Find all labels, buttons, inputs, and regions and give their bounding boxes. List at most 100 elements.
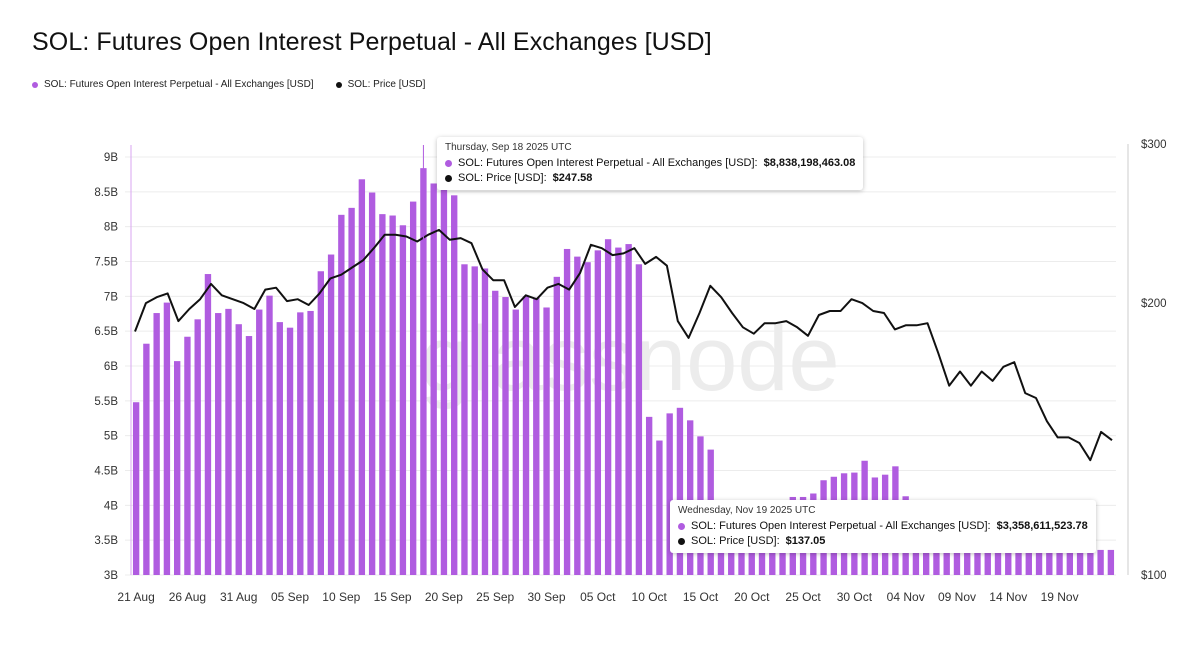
x-tick-label: 09 Nov bbox=[938, 590, 976, 604]
price-line-group bbox=[134, 228, 1113, 462]
tooltip-value-price: $137.05 bbox=[785, 535, 826, 547]
tooltip-date: Wednesday, Nov 19 2025 UTC bbox=[678, 505, 816, 516]
x-tick-label: 26 Aug bbox=[169, 590, 206, 604]
legend-item-price[interactable]: SOL: Price [USD] bbox=[335, 79, 426, 90]
oi-bar bbox=[492, 290, 499, 575]
oi-bar bbox=[245, 336, 253, 575]
tooltip-row-price: SOL: Price [USD]: $247.58 bbox=[445, 172, 855, 184]
tooltip-nov-19: Wednesday, Nov 19 2025 UTC SOL: Futures … bbox=[670, 500, 1096, 553]
oi-bar bbox=[1015, 533, 1022, 575]
tooltip-swatch-price bbox=[678, 537, 685, 545]
y-left-tick-label: 3.5B bbox=[94, 535, 118, 547]
oi-bar bbox=[317, 271, 324, 575]
chart-legend: SOL: Futures Open Interest Perpetual - A… bbox=[32, 79, 425, 90]
oi-bar bbox=[132, 402, 140, 575]
oi-bar bbox=[656, 440, 663, 575]
tooltip-date: Thursday, Sep 18 2025 UTC bbox=[445, 142, 572, 153]
legend-item-open-interest[interactable]: SOL: Futures Open Interest Perpetual - A… bbox=[32, 79, 314, 90]
tooltip-value-open-interest: $3,358,611,523.78 bbox=[996, 520, 1088, 532]
y-left-tick-label: 7B bbox=[104, 291, 118, 303]
oi-bar bbox=[604, 239, 612, 575]
tooltip-row-price: $137.05 SOL: Price [USD]: $137.05 bbox=[678, 535, 1088, 547]
y-left-tick-label: 4B bbox=[104, 500, 118, 512]
oi-bar bbox=[1087, 549, 1094, 575]
price-line bbox=[134, 228, 1113, 462]
x-tick-label: 14 Nov bbox=[989, 590, 1027, 604]
oi-bar bbox=[461, 264, 468, 575]
tooltip-swatch-open-interest bbox=[678, 522, 685, 530]
y-left-tick-label: 3B bbox=[104, 570, 118, 582]
y-axis-right: $100 $200 $300 bbox=[1127, 139, 1167, 582]
oi-bar bbox=[266, 295, 273, 575]
oi-bar bbox=[143, 343, 150, 575]
y-right-tick-label: $300 bbox=[1141, 139, 1167, 151]
oi-bar bbox=[451, 195, 458, 575]
oi-bar bbox=[584, 262, 591, 575]
tooltip-swatch-open-interest bbox=[445, 159, 452, 167]
y-left-tick-label: 7.5B bbox=[94, 257, 118, 269]
oi-bar bbox=[286, 327, 294, 575]
x-tick-label: 30 Sep bbox=[527, 590, 565, 604]
x-tick-label: 05 Oct bbox=[580, 590, 616, 604]
oi-bar bbox=[307, 310, 314, 575]
oi-bar bbox=[327, 254, 335, 575]
oi-bar bbox=[173, 361, 181, 575]
y-left-tick-label: 9B bbox=[104, 152, 118, 164]
tooltip-label-price-text: SOL: Price [USD]: bbox=[691, 535, 780, 547]
oi-bar bbox=[615, 247, 622, 575]
x-tick-label: 30 Oct bbox=[837, 590, 873, 604]
oi-bar bbox=[1076, 549, 1084, 575]
oi-bar bbox=[481, 268, 489, 575]
tooltip-label-open-interest: SOL: Futures Open Interest Perpetual - A… bbox=[458, 157, 758, 169]
oi-bar bbox=[553, 276, 560, 575]
x-tick-label: 21 Aug bbox=[117, 590, 154, 604]
tooltip-value-open-interest: $8,838,198,463.08 bbox=[763, 157, 856, 169]
x-tick-label: 10 Oct bbox=[632, 590, 668, 604]
crosshairs bbox=[130, 145, 424, 575]
oi-bar bbox=[574, 256, 581, 575]
oi-bar bbox=[225, 308, 232, 575]
oi-bar bbox=[153, 313, 160, 575]
x-tick-label: 31 Aug bbox=[220, 590, 257, 604]
legend-label-price: SOL: Price [USD] bbox=[347, 79, 426, 90]
y-left-tick-label: 8B bbox=[104, 222, 118, 234]
oi-bar bbox=[645, 416, 653, 575]
oi-bar bbox=[204, 274, 212, 575]
x-tick-label: 20 Sep bbox=[425, 590, 463, 604]
oi-bar bbox=[348, 207, 355, 576]
oi-bar bbox=[1005, 535, 1012, 575]
oi-bar bbox=[358, 179, 366, 576]
oi-bar bbox=[502, 297, 509, 575]
tooltip-label-price: SOL: Price [USD]: bbox=[458, 172, 547, 184]
oi-bar bbox=[235, 324, 242, 575]
oi-bar bbox=[409, 201, 417, 575]
legend-label-open-interest: SOL: Futures Open Interest Perpetual - A… bbox=[44, 79, 314, 90]
y-axis-left: 3B 3.5B 4B 4.5B 5B 5.5B 6B 6.5B 7B 7.5B 8B 8.5B 9B bbox=[94, 152, 118, 582]
legend-swatch-price bbox=[335, 81, 342, 88]
x-axis: 21 Aug 26 Aug 31 Aug 05 Sep 10 Sep 15 Sep 20 S… bbox=[117, 590, 1078, 604]
oi-bar bbox=[563, 248, 571, 575]
x-tick-label: 25 Sep bbox=[476, 590, 514, 604]
oi-bar bbox=[399, 225, 407, 575]
oi-bar bbox=[625, 244, 632, 575]
legend-swatch-open-interest bbox=[32, 81, 38, 88]
y-left-tick-label: 6B bbox=[104, 361, 118, 373]
oi-bar bbox=[440, 188, 448, 575]
oi-bar bbox=[984, 534, 991, 575]
tooltip-swatch-price bbox=[445, 174, 452, 182]
oi-bar bbox=[368, 192, 376, 575]
oi-bar bbox=[1097, 549, 1104, 575]
y-right-tick-label: $100 bbox=[1141, 570, 1167, 582]
oi-bar bbox=[676, 407, 684, 575]
tooltip-row-open-interest: SOL: Futures Open Interest Perpetual - A… bbox=[445, 157, 855, 169]
oi-bar bbox=[1025, 541, 1032, 575]
oi-bar bbox=[666, 413, 673, 575]
oi-bar bbox=[297, 312, 304, 575]
x-tick-label: 25 Oct bbox=[785, 590, 821, 604]
y-left-tick-label: 5B bbox=[104, 431, 118, 443]
oi-bar bbox=[389, 215, 396, 575]
oi-bar bbox=[276, 322, 283, 575]
oi-bar bbox=[1066, 549, 1074, 575]
tooltip-value-price: $247.58 bbox=[552, 172, 593, 184]
y-left-tick-label: 8.5B bbox=[94, 187, 118, 199]
